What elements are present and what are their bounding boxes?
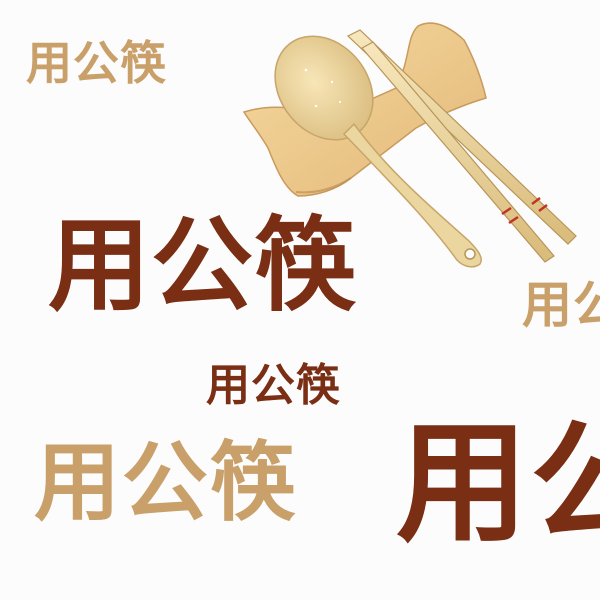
- spoon-shape: [274, 35, 482, 268]
- slogan-text-small-center: 用公筷: [206, 360, 341, 411]
- slogan-text-xl-bottom-right: 用公筷: [396, 407, 600, 561]
- spoon-and-chopsticks-icon: [242, 22, 577, 268]
- slogan-text-right-cropped: 用公筷: [522, 276, 600, 334]
- chopsticks-shape: [346, 29, 577, 263]
- slogan-text-small-top: 用公筷: [26, 36, 167, 90]
- slogan-text-medium-bottom: 用公筷: [34, 433, 298, 533]
- slogan-text-large: 用公筷: [48, 207, 358, 326]
